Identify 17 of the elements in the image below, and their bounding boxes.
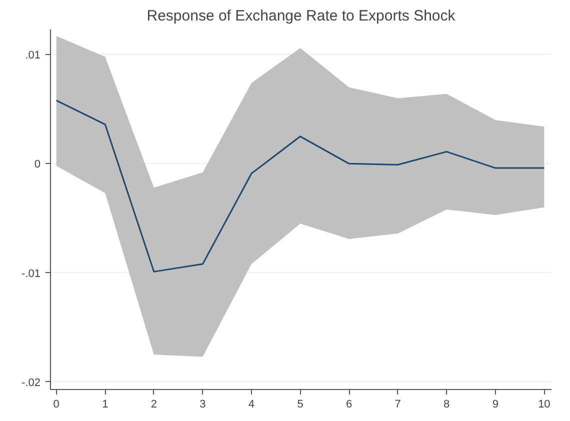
y-tick-label: -.01 xyxy=(22,268,41,280)
y-tick-label: -.02 xyxy=(22,376,41,389)
x-tick-label: 1 xyxy=(102,398,108,410)
x-tick-label: 10 xyxy=(538,398,550,410)
x-tick-label: 6 xyxy=(346,398,352,410)
line-series xyxy=(56,100,545,272)
x-tick-label: 8 xyxy=(444,398,450,410)
y-tick-label: 0 xyxy=(34,158,41,171)
chart-title: Response of Exchange Rate to Exports Shock xyxy=(146,8,456,24)
x-tick-label: 7 xyxy=(394,398,401,410)
x-tick-label: 3 xyxy=(200,398,206,410)
x-tick-label: 0 xyxy=(53,398,60,410)
x-tick-label: 9 xyxy=(492,398,498,410)
x-tick-label: 2 xyxy=(150,398,157,410)
x-tick-label: 4 xyxy=(248,398,255,410)
y-tick-label: .01 xyxy=(25,50,41,62)
x-tick-label: 5 xyxy=(297,398,304,410)
